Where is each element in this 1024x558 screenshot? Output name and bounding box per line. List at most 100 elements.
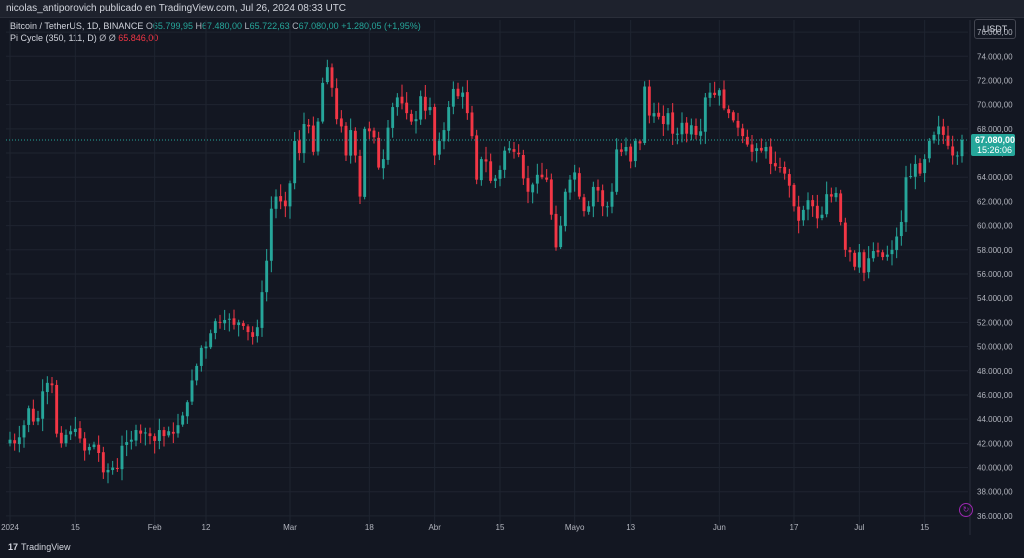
candle (909, 163, 913, 179)
candle (727, 105, 731, 119)
x-tick-label: Jul (854, 523, 864, 532)
candle-body (517, 152, 521, 155)
candle-body (559, 225, 563, 248)
candle (339, 110, 343, 133)
candle (241, 320, 245, 330)
candle (731, 110, 735, 123)
candle (876, 242, 880, 257)
candle (279, 184, 283, 210)
candle (955, 151, 959, 165)
candle (423, 84, 427, 120)
candle (349, 118, 353, 164)
candle-body (545, 177, 549, 180)
candle-body (451, 88, 455, 107)
compare-symbol-icon[interactable]: ↻ (959, 503, 973, 517)
candle-body (820, 214, 824, 219)
candle (685, 117, 689, 143)
candle-body (708, 92, 712, 98)
candle (857, 243, 861, 273)
candle-body (694, 125, 698, 135)
x-tick-label: 18 (365, 523, 374, 532)
candle-body (251, 332, 255, 337)
candle-body (297, 140, 301, 154)
candle (302, 112, 306, 163)
candle (769, 138, 773, 175)
candle-body (577, 173, 581, 197)
candle (283, 191, 287, 218)
candle (307, 119, 311, 134)
candle-body (713, 92, 717, 95)
candle-body (59, 432, 63, 444)
currency-button[interactable]: USDT (974, 19, 1016, 39)
candle-body (358, 155, 362, 197)
candle-body (414, 119, 418, 122)
candle-body (17, 437, 21, 445)
candle (73, 416, 77, 437)
candle (227, 313, 231, 332)
candle (17, 425, 21, 453)
x-tick-label: 15 (496, 523, 505, 532)
y-tick-label: 74.000,00 (977, 52, 1013, 61)
candle (750, 134, 754, 162)
candle (825, 181, 829, 218)
candle-body (64, 434, 68, 444)
candle (503, 146, 507, 179)
candle (185, 400, 189, 424)
high-value: 67.480,00 (201, 21, 243, 31)
candle-body (465, 92, 469, 114)
candle-body (274, 196, 278, 209)
candle (129, 430, 133, 450)
candle-body (73, 428, 77, 433)
candle (41, 379, 45, 432)
candle (596, 179, 600, 203)
candle-body (307, 124, 311, 127)
candle (377, 131, 381, 170)
candle (27, 405, 31, 433)
candle (64, 429, 68, 447)
candle (960, 134, 964, 163)
candle (260, 280, 264, 337)
candle-body (8, 439, 12, 444)
candle-body (185, 402, 189, 417)
candle-body (428, 107, 432, 111)
candle-body (433, 106, 437, 156)
candle-body (624, 147, 628, 152)
candle (498, 165, 502, 187)
candle-body (129, 439, 133, 442)
footer-bar: 17 TradingView (0, 536, 1024, 558)
candle-body (596, 186, 600, 191)
symbol-legend-row[interactable]: Bitcoin / TetherUS, 1D, BINANCE O65.799,… (10, 20, 421, 32)
candle-body (120, 445, 124, 470)
candle (367, 121, 371, 140)
candle-body (87, 446, 91, 451)
candle-body (400, 96, 404, 104)
candle-body (601, 190, 605, 207)
candle (106, 463, 110, 484)
candle (829, 187, 833, 203)
candle-body (573, 172, 577, 180)
candle (661, 105, 665, 136)
candle-body (638, 141, 642, 144)
indicator-legend-row[interactable]: Pi Cycle (350, 111, D) Ø Ø 65.846,00 (10, 32, 421, 44)
candle (358, 149, 362, 204)
candle (22, 420, 26, 448)
tradingview-logo[interactable]: 17 TradingView (8, 536, 71, 558)
candle-body (475, 135, 479, 180)
candle-body (302, 124, 306, 154)
candle (937, 115, 941, 145)
candle (111, 460, 115, 475)
candle-body (909, 176, 913, 178)
candle (274, 189, 278, 219)
candle-body (195, 365, 199, 381)
candle-body (283, 200, 287, 207)
candle (297, 130, 301, 161)
x-tick-label: Feb (148, 523, 162, 532)
candle (493, 174, 497, 189)
candle-body (699, 131, 703, 136)
y-tick-label: 36.000,00 (977, 512, 1013, 521)
candle-body (97, 444, 101, 454)
candle-body (946, 135, 950, 146)
candle (899, 210, 903, 246)
candle (927, 138, 931, 163)
